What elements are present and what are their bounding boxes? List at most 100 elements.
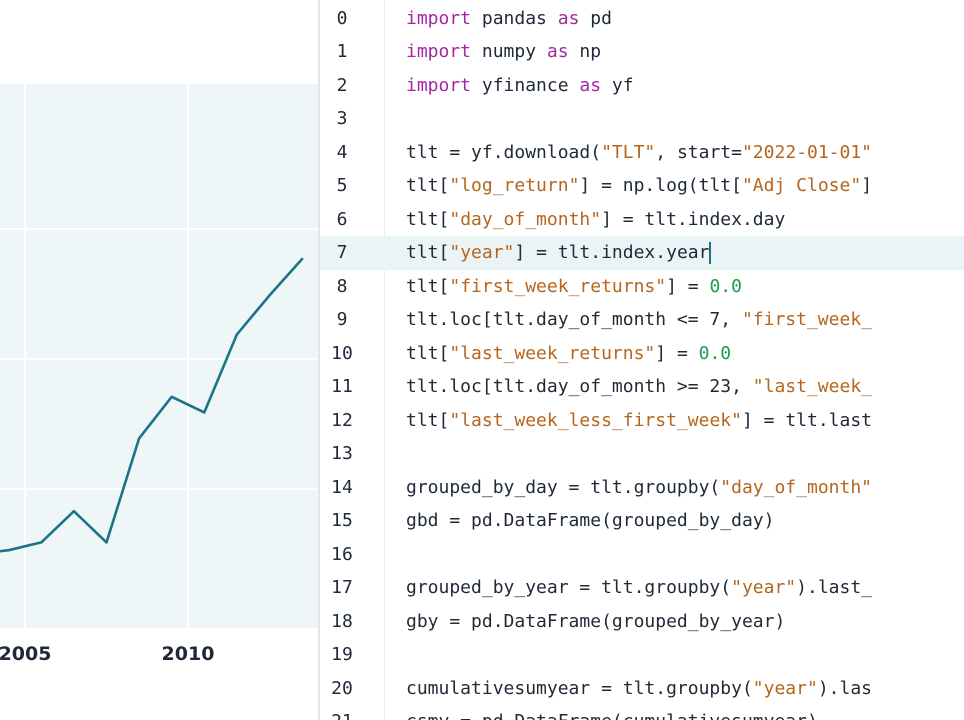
line-number: 4 [336,141,348,163]
pane-divider[interactable] [318,0,320,720]
code-token: ] = tlt.last [741,409,873,431]
code-line-active[interactable]: 7 tlt["year"] = tlt.index.year [320,236,964,270]
x-tick-label-2005: 2005 [0,643,51,665]
code-text[interactable]: gbd = pd.DataFrame(grouped_by_day) [406,504,774,538]
code-line[interactable]: 13 [320,437,964,471]
string-token: "year" [731,577,797,598]
code-line[interactable]: 5 tlt["log_return"] = np.log(tlt["Adj Clo… [320,169,964,203]
gutter-divider [384,0,385,720]
code-text[interactable]: tlt["first_week_returns"] = 0.0 [406,270,742,304]
line-chart: 2005 2010 [0,84,318,665]
code-text[interactable]: import pandas as pd [406,2,612,36]
code-token: tlt[ [406,208,450,230]
code-line[interactable]: 0 import pandas as pd [320,2,964,36]
code-text[interactable]: tlt["last_week_less_first_week"] = tlt.l… [406,404,872,438]
code-token: ] = np.log(tlt[ [579,175,742,196]
keyword-token: import [406,7,472,29]
code-text[interactable]: csmy = pd.DataFrame(cumulativesumyear) [406,705,818,720]
line-number: 20 [331,677,353,699]
code-line[interactable]: 21 csmy = pd.DataFrame(cumulativesumyear) [320,705,964,720]
code-line[interactable]: 16 [320,538,964,572]
code-text[interactable]: import yfinance as yf [406,69,634,103]
code-token: yf [601,74,634,96]
code-line[interactable]: 8 tlt["first_week_returns"] = 0.0 [320,270,964,304]
code-token: gbd = pd.DataFrame(grouped_by_day) [406,510,775,531]
code-text[interactable]: tlt.loc[tlt.day_of_month <= 7, "first_we… [406,303,872,337]
code-text[interactable]: grouped_by_day = tlt.groupby("day_of_mon… [406,471,872,505]
line-number: 13 [331,443,353,464]
line-number: 19 [331,644,353,665]
line-number: 5 [336,175,348,196]
string-token: "year" [752,677,818,699]
code-line[interactable]: 15 gbd = pd.DataFrame(grouped_by_day) [320,504,964,538]
code-text[interactable]: tlt["day_of_month"] = tlt.index.day [406,203,785,237]
code-text[interactable]: tlt["last_week_returns"] = 0.0 [406,337,731,371]
string-token: "year" [449,242,515,263]
code-line[interactable]: 4 tlt = yf.download("TLT", start="2022-01… [320,136,964,170]
line-number: 10 [331,342,353,364]
line-number: 16 [331,543,353,565]
text-cursor [709,242,712,264]
chart-panel: 2005 2010 [0,0,318,720]
line-number: 6 [336,208,348,230]
x-tick-label-2010: 2010 [162,643,215,665]
line-number: 7 [336,242,348,263]
keyword-token: as [557,7,580,29]
string-token: "day_of_month" [720,476,872,498]
code-line[interactable]: 12 tlt["last_week_less_first_week"] = tlt… [320,404,964,438]
code-token: gby = pd.DataFrame(grouped_by_year) [406,610,786,632]
code-line[interactable]: 17 grouped_by_year = tlt.groupby("year").… [320,571,964,605]
code-text[interactable]: import numpy as np [406,35,601,69]
line-number: 2 [336,74,348,96]
code-text[interactable]: tlt["log_return"] = np.log(tlt["Adj Clos… [406,169,872,203]
string-token: "TLT" [601,141,656,163]
string-token: "last_week_returns" [449,342,656,364]
line-number: 8 [336,275,348,297]
line-number: 11 [331,376,353,397]
code-token: tlt[ [406,175,450,196]
code-token: pandas [471,7,558,29]
string-token: "first_week_ [741,309,872,330]
code-token: ] = tlt.index.day [601,208,786,230]
keyword-token: as [546,41,569,62]
code-line[interactable]: 10 tlt["last_week_returns"] = 0.0 [320,337,964,371]
code-line[interactable]: 1 import numpy as np [320,35,964,69]
code-token: ).last_ [796,577,872,598]
code-text[interactable]: tlt.loc[tlt.day_of_month >= 23, "last_we… [406,370,872,404]
code-text[interactable]: tlt["year"] = tlt.index.year [406,236,712,270]
code-text[interactable]: cumulativesumyear = tlt.groupby("year").… [406,672,872,706]
keyword-token: as [579,74,602,96]
code-line[interactable]: 11 tlt.loc[tlt.day_of_month >= 23, "last_… [320,370,964,404]
plot-background [0,84,318,628]
code-line[interactable]: 6 tlt["day_of_month"] = tlt.index.day [320,203,964,237]
string-token: "first_week_returns" [449,275,667,297]
code-token: tlt[ [406,409,450,431]
code-token: cumulativesumyear = tlt.groupby( [406,677,753,699]
string-token: "log_return" [449,175,580,196]
code-line[interactable]: 20 cumulativesumyear = tlt.groupby("year"… [320,672,964,706]
code-line[interactable]: 2 import yfinance as yf [320,69,964,103]
code-text[interactable]: gby = pd.DataFrame(grouped_by_year) [406,605,785,639]
code-token: csmy = pd.DataFrame(cumulativesumyear) [406,711,818,720]
keyword-token: import [406,74,472,96]
line-number: 9 [336,309,348,330]
code-line[interactable]: 9 tlt.loc[tlt.day_of_month <= 7, "first_w… [320,303,964,337]
code-token: numpy [471,41,547,62]
number-token: 0.0 [698,342,732,364]
code-line[interactable]: 14 grouped_by_day = tlt.groupby("day_of_m… [320,471,964,505]
number-token: 0.0 [709,275,742,297]
code-token: grouped_by_year = tlt.groupby( [406,577,732,598]
code-token: tlt.loc[tlt.day_of_month <= 7, [406,309,742,330]
line-number: 21 [320,705,364,720]
code-editor[interactable]: 0 import pandas as pd 1 import numpy as np 2… [320,0,964,720]
line-number: 3 [336,108,348,129]
code-line[interactable]: 19 [320,638,964,672]
code-line[interactable]: 3 [320,102,964,136]
code-token: ] = tlt.index.year [514,242,710,263]
code-token: ] [861,175,873,196]
code-text[interactable]: grouped_by_year = tlt.groupby("year").la… [406,571,872,605]
string-token: "last_week_less_first_week" [449,409,742,431]
code-text[interactable]: tlt = yf.download("TLT", start="2022-01-… [406,136,872,170]
keyword-token: import [406,41,472,62]
code-line[interactable]: 18 gby = pd.DataFrame(grouped_by_year) [320,605,964,639]
